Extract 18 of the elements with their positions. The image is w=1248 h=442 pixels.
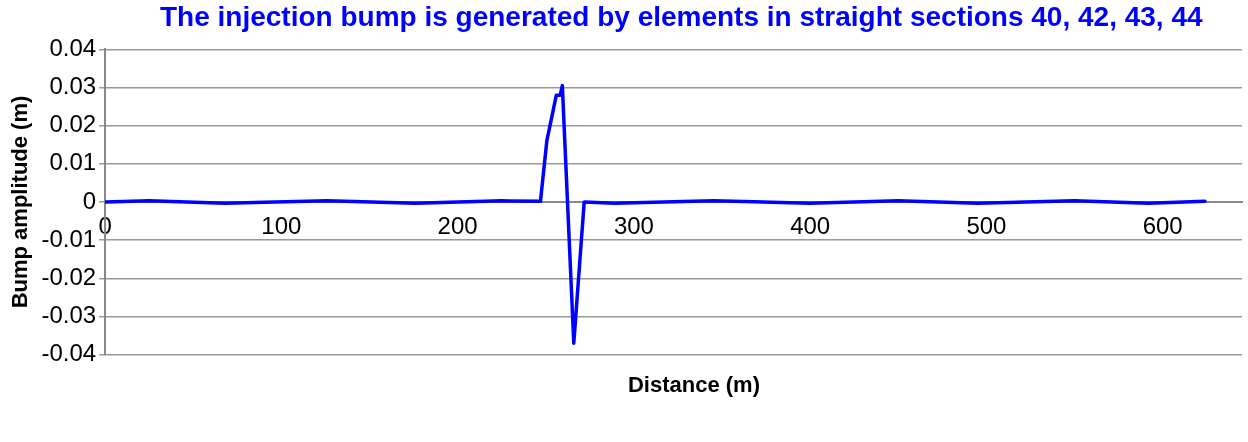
y-tick-label: 0.04: [49, 34, 97, 62]
x-tick-label: 200: [437, 212, 478, 240]
y-tick-label: -0.01: [41, 224, 97, 252]
x-tick-label: 300: [613, 212, 654, 240]
y-tick-label: 0: [82, 186, 97, 214]
y-tick-label: 0.02: [49, 110, 97, 138]
chart-title: The injection bump is generated by elements in straight sections 40, 42, 43, 44: [160, 1, 1204, 32]
x-tick-label: 600: [1142, 212, 1183, 240]
x-tick-label: 500: [966, 212, 1007, 240]
y-tick-label: -0.03: [41, 301, 97, 329]
x-tick-label: 100: [261, 212, 302, 240]
x-axis-title: Distance (m): [626, 372, 761, 399]
y-axis-title: Bump amplitude (m): [7, 95, 33, 309]
y-tick-label: 0.03: [49, 72, 97, 100]
y-tick-label: 0.01: [49, 148, 97, 176]
y-tick-label: -0.04: [41, 339, 97, 367]
y-tick-label: -0.02: [41, 262, 97, 290]
x-tick-label: 400: [790, 212, 831, 240]
